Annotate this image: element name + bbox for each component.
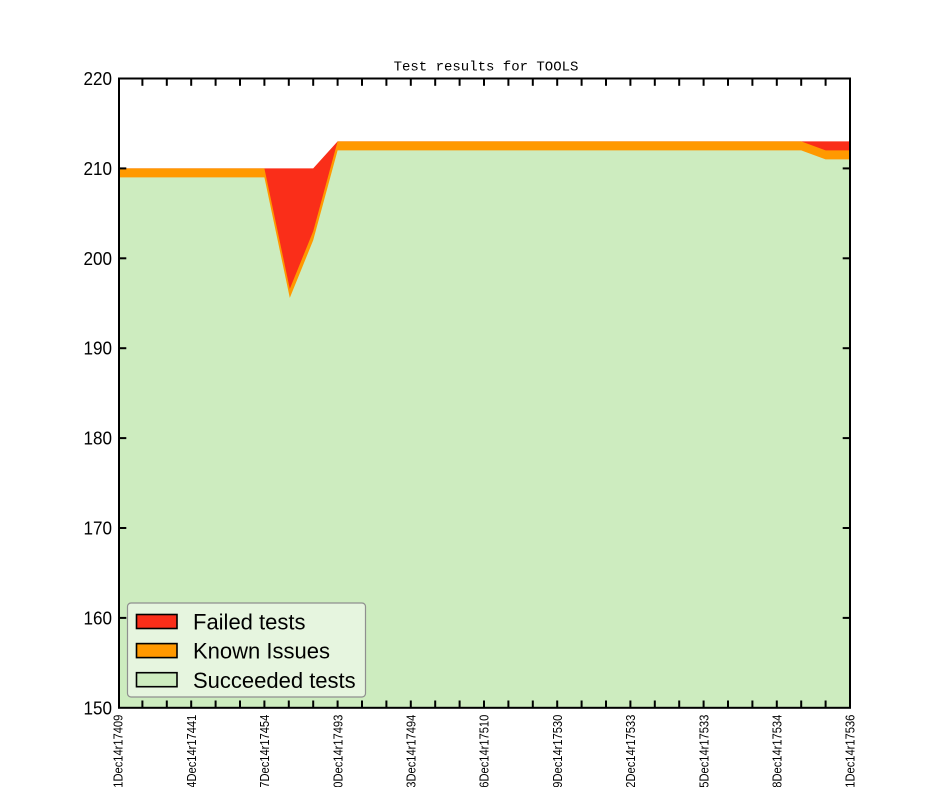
svg-text:160: 160 (84, 608, 113, 628)
svg-text:28Dec14r17534: 28Dec14r17534 (770, 715, 785, 787)
svg-text:07Dec14r17454: 07Dec14r17454 (257, 715, 272, 787)
svg-text:Known Issues: Known Issues (193, 639, 330, 664)
svg-text:170: 170 (84, 519, 113, 539)
svg-text:220: 220 (84, 69, 113, 89)
svg-text:25Dec14r17533: 25Dec14r17533 (696, 715, 711, 787)
svg-text:10Dec14r17493: 10Dec14r17493 (330, 715, 345, 787)
svg-text:150: 150 (84, 698, 113, 718)
svg-text:31Dec14r17536: 31Dec14r17536 (843, 715, 858, 787)
svg-text:01Dec14r17409: 01Dec14r17409 (111, 715, 126, 787)
svg-text:19Dec14r17530: 19Dec14r17530 (550, 715, 565, 787)
svg-text:22Dec14r17533: 22Dec14r17533 (623, 715, 638, 787)
svg-text:190: 190 (84, 339, 113, 359)
svg-text:13Dec14r17494: 13Dec14r17494 (404, 715, 419, 787)
svg-text:Failed tests: Failed tests (193, 610, 306, 635)
svg-text:200: 200 (84, 249, 113, 269)
svg-text:180: 180 (84, 429, 113, 449)
svg-text:210: 210 (84, 159, 113, 179)
svg-text:16Dec14r17510: 16Dec14r17510 (477, 715, 492, 787)
svg-text:Test results for TOOLS: Test results for TOOLS (394, 60, 579, 76)
svg-text:04Dec14r17441: 04Dec14r17441 (184, 715, 199, 787)
svg-text:Succeeded tests: Succeeded tests (193, 668, 356, 693)
